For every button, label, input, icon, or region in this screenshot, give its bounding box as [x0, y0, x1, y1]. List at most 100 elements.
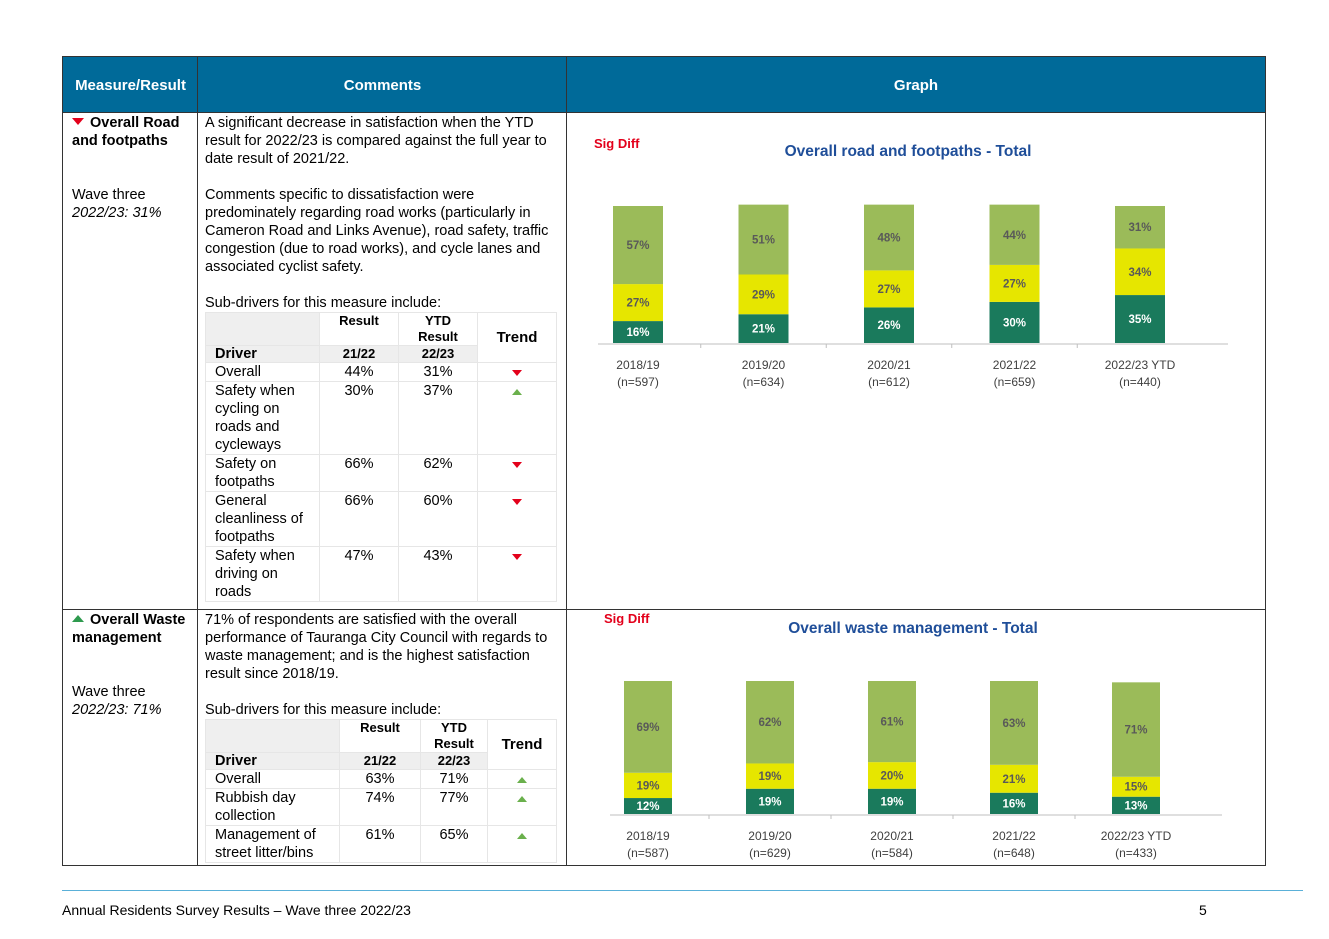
header-measure: Measure/Result	[63, 57, 198, 113]
bar-segment	[989, 204, 1040, 265]
trend-up-icon	[517, 833, 527, 839]
bar-segment	[990, 792, 1038, 814]
comment-paragraph: 71% of respondents are satisfied with th…	[205, 612, 548, 682]
data-label: 30%	[1003, 317, 1026, 329]
bar-segment	[1115, 206, 1165, 249]
data-label: 19%	[636, 780, 659, 792]
result-value: 47%	[319, 546, 399, 602]
x-tick-sample-size: (n=634)	[743, 375, 785, 389]
trend-up-icon	[512, 389, 522, 395]
wave-value: 2022/23: 71%	[72, 702, 162, 718]
trend-cell	[487, 769, 557, 789]
footer-rule	[62, 890, 1303, 891]
ytd-value: 65%	[420, 825, 488, 863]
data-label: 48%	[877, 233, 900, 245]
data-label: 27%	[626, 298, 649, 310]
data-label: 51%	[752, 235, 775, 247]
result-value: 74%	[339, 788, 421, 826]
comments-cell-roads: A significant decrease in satisfaction w…	[205, 114, 561, 602]
driver-name: Safety when driving on roads	[205, 546, 320, 602]
comments-cell-waste: 71% of respondents are satisfied with th…	[205, 611, 561, 863]
bar-segment	[738, 274, 789, 315]
trend-down-icon	[72, 118, 84, 125]
col-year1: 21/22	[339, 752, 421, 770]
bar-segment	[868, 681, 916, 763]
footer-title: Annual Residents Survey Results – Wave t…	[62, 902, 411, 918]
measure-title: Overall Waste management	[72, 612, 186, 646]
bar-segment	[868, 788, 916, 814]
data-label: 35%	[1128, 314, 1151, 326]
chart-waste-management: Sig Diff Overall waste management - Total…	[604, 611, 1222, 860]
data-label: 69%	[636, 722, 659, 734]
divider	[566, 57, 567, 865]
trend-cell	[487, 825, 557, 863]
ytd-value: 60%	[398, 491, 478, 547]
trend-up-icon	[517, 777, 527, 783]
bar-segment	[624, 681, 672, 773]
table-row: Management of street litter/bins 61% 65%	[205, 825, 557, 863]
results-table: Measure/Result Comments Graph Overall Ro…	[62, 56, 1266, 866]
x-tick-sample-size: (n=433)	[1115, 846, 1157, 860]
data-label: 27%	[1003, 278, 1026, 290]
subdriver-table: Result YTD Result Trend Driver 21/22 22/…	[205, 719, 557, 863]
bar-segment	[1115, 248, 1165, 296]
ytd-value: 71%	[420, 769, 488, 789]
bar-segment	[1112, 796, 1160, 814]
trend-down-icon	[512, 554, 522, 560]
bar-segment	[746, 763, 794, 789]
table-row: Safety when driving on roads 47% 43%	[205, 546, 557, 602]
x-tick-sample-size: (n=440)	[1119, 375, 1161, 389]
data-label: 62%	[758, 717, 781, 729]
divider	[63, 609, 1265, 610]
bar-segment	[738, 314, 789, 343]
x-tick-label: 2022/23 YTD	[1101, 829, 1172, 843]
data-label: 16%	[1002, 798, 1025, 810]
col-trend: Trend	[487, 719, 557, 770]
x-tick-sample-size: (n=648)	[993, 846, 1035, 860]
header-comments: Comments	[198, 57, 567, 113]
bar-segment	[864, 204, 914, 271]
result-value: 30%	[319, 381, 399, 455]
data-label: 61%	[880, 717, 903, 729]
data-label: 21%	[1002, 774, 1025, 786]
data-label: 26%	[877, 320, 900, 332]
x-tick-sample-size: (n=629)	[749, 846, 791, 860]
bar-segment	[746, 681, 794, 764]
bar-segment	[624, 772, 672, 799]
trend-cell	[487, 788, 557, 826]
trend-down-icon	[512, 499, 522, 505]
data-label: 16%	[626, 327, 649, 339]
bar-segment	[1115, 295, 1165, 343]
header-graph: Graph	[567, 57, 1265, 113]
x-tick-sample-size: (n=659)	[994, 375, 1036, 389]
divider	[63, 112, 1265, 113]
data-label: 44%	[1003, 230, 1026, 242]
data-label: 19%	[880, 796, 903, 808]
table-row: Safety on footpaths 66% 62%	[205, 454, 557, 492]
measure-cell-waste: Overall Waste management Wave three 2022…	[72, 611, 197, 719]
bar-segment	[989, 264, 1040, 302]
trend-down-icon	[512, 462, 522, 468]
col-year1: 21/22	[319, 345, 399, 363]
bar-segment	[868, 762, 916, 789]
trend-cell	[477, 546, 557, 602]
trend-up-icon	[517, 796, 527, 802]
col-ytd: YTD Result	[398, 312, 478, 346]
driver-name: Management of street litter/bins	[205, 825, 340, 863]
x-tick-label: 2019/20	[742, 358, 786, 372]
result-value: 66%	[319, 491, 399, 547]
data-label: 20%	[880, 770, 903, 782]
col-driver: Driver	[205, 345, 320, 363]
wave-label: Wave three	[72, 684, 146, 700]
ytd-value: 77%	[420, 788, 488, 826]
col-driver: Driver	[205, 752, 340, 770]
wave-value: 2022/23: 31%	[72, 205, 162, 221]
ytd-value: 43%	[398, 546, 478, 602]
col-year2: 22/23	[420, 752, 488, 770]
trend-cell	[477, 491, 557, 547]
data-label: 12%	[636, 801, 659, 813]
bar-segment	[746, 788, 794, 814]
comment-paragraph: Sub-drivers for this measure include:	[205, 702, 442, 718]
comment-paragraph: Sub-drivers for this measure include:	[205, 295, 442, 311]
bar-segment	[864, 270, 914, 308]
